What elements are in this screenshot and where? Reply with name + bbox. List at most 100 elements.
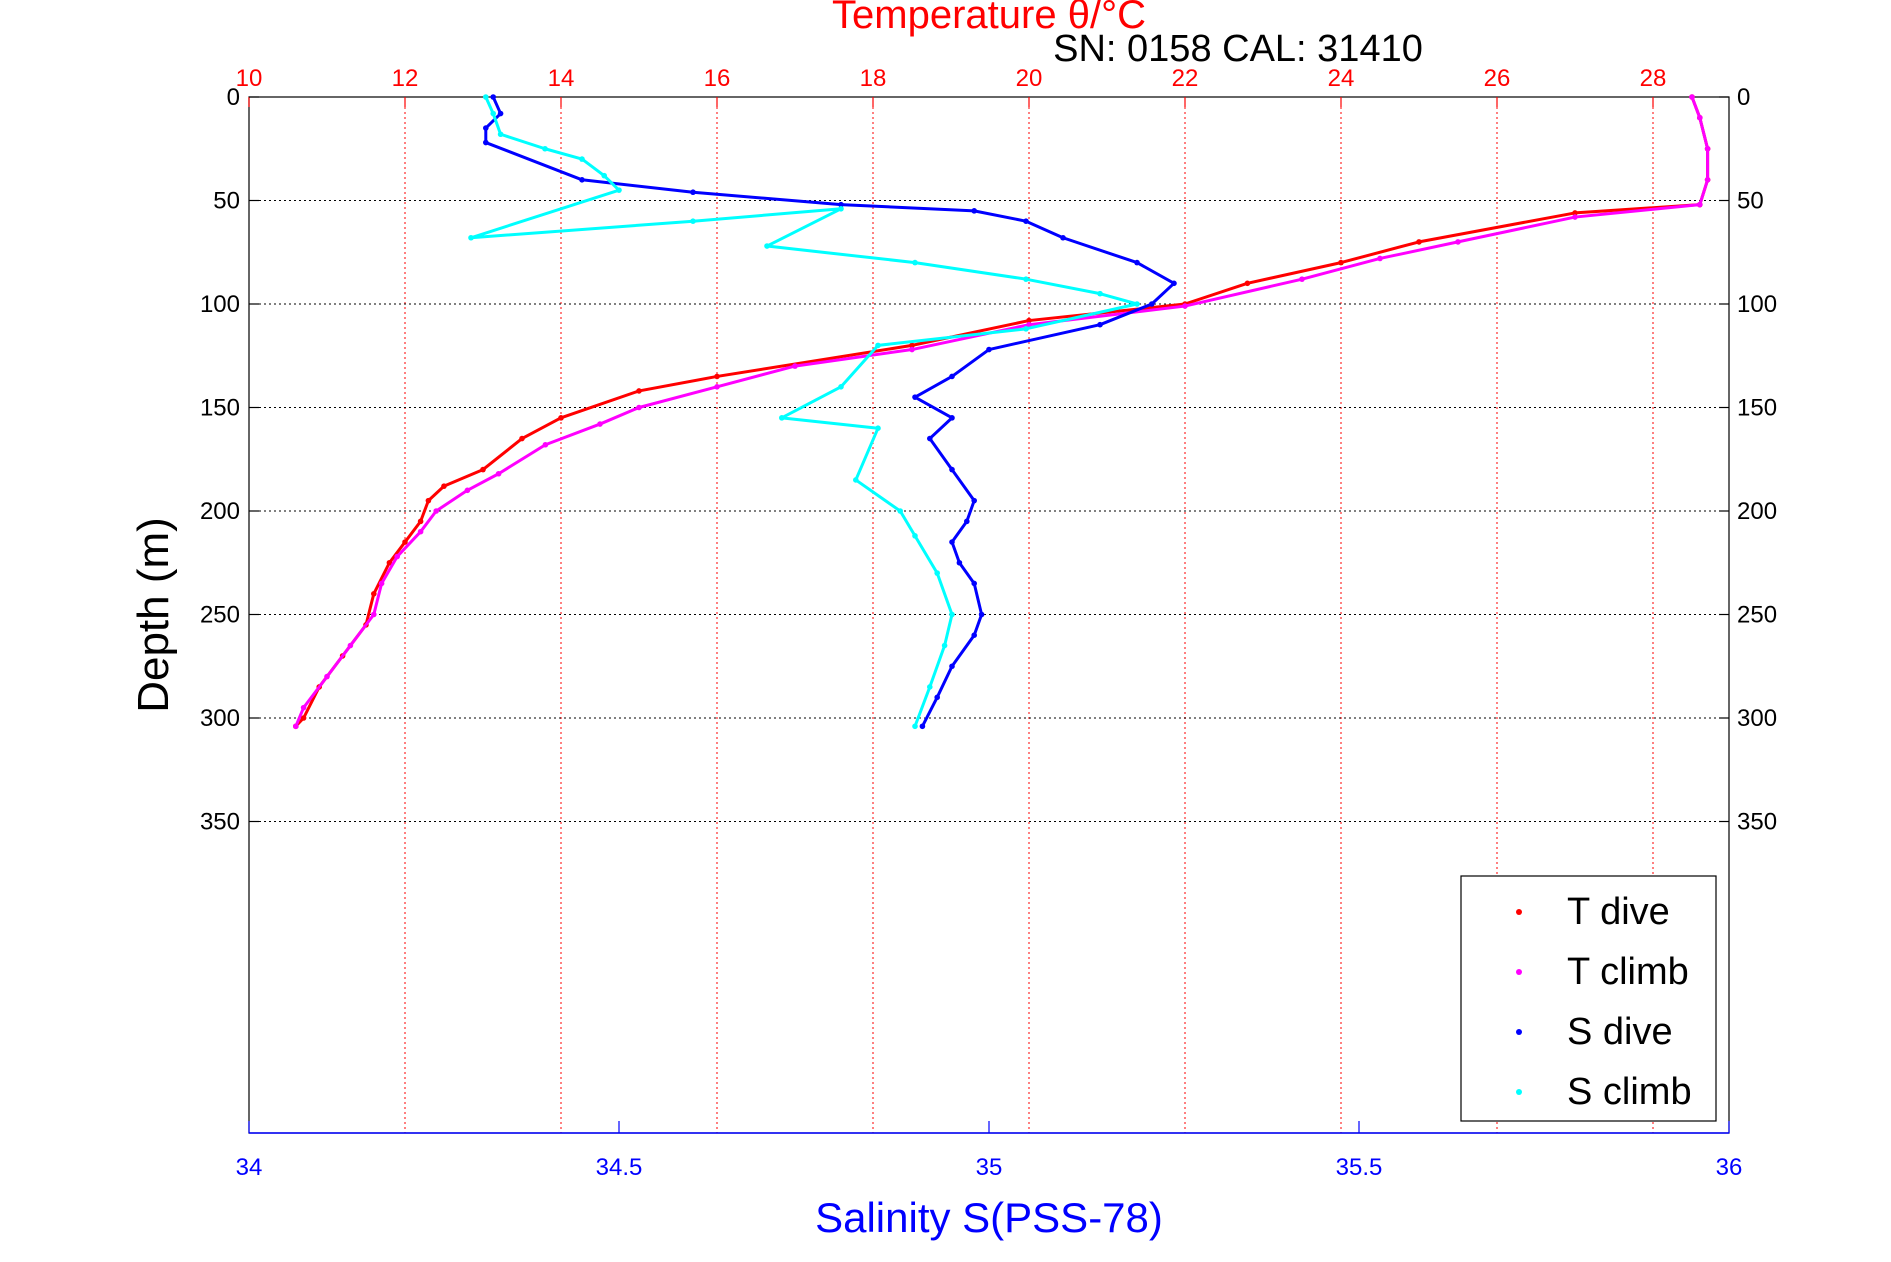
data-point bbox=[1697, 201, 1703, 208]
depth-tick-label-left: 300 bbox=[200, 705, 240, 732]
data-point bbox=[300, 704, 307, 711]
data-point bbox=[919, 723, 926, 730]
data-point bbox=[838, 384, 844, 390]
data-point bbox=[941, 642, 948, 649]
data-point bbox=[912, 533, 918, 539]
series-s-climb bbox=[468, 94, 1140, 730]
legend-label: T dive bbox=[1567, 891, 1670, 933]
data-point bbox=[1026, 321, 1032, 328]
data-point bbox=[402, 539, 408, 545]
data-point bbox=[779, 415, 785, 421]
data-point bbox=[897, 508, 903, 514]
depth-tick-label-right: 300 bbox=[1737, 705, 1777, 732]
data-point bbox=[1097, 321, 1103, 328]
data-point bbox=[441, 483, 447, 489]
data-point bbox=[714, 384, 720, 390]
data-point bbox=[347, 642, 354, 649]
sal-tick-label: 34 bbox=[236, 1154, 263, 1181]
data-point bbox=[909, 346, 915, 353]
data-point bbox=[468, 234, 474, 241]
data-point bbox=[912, 259, 918, 266]
data-point bbox=[690, 189, 696, 196]
data-point bbox=[417, 518, 424, 525]
data-point bbox=[1149, 301, 1155, 307]
grid-lines bbox=[248, 97, 1729, 1133]
data-point bbox=[956, 559, 963, 566]
sal-tick-label: 35.5 bbox=[1336, 1154, 1383, 1181]
data-point bbox=[1572, 214, 1578, 220]
data-point bbox=[838, 201, 844, 208]
temp-tick-label: 20 bbox=[1016, 65, 1043, 92]
depth-tick-label-right: 50 bbox=[1737, 188, 1764, 215]
temp-tick-label: 24 bbox=[1328, 65, 1355, 92]
data-point bbox=[949, 373, 955, 380]
series-line bbox=[294, 96, 1710, 727]
data-point bbox=[1134, 301, 1140, 307]
data-point bbox=[480, 466, 486, 473]
data-point bbox=[714, 373, 720, 380]
data-point bbox=[579, 156, 585, 162]
data-point bbox=[1704, 145, 1711, 152]
legend-label: S dive bbox=[1567, 1011, 1673, 1053]
data-point bbox=[1697, 114, 1703, 121]
legend-marker bbox=[1516, 1029, 1522, 1035]
data-point bbox=[912, 723, 918, 730]
temp-tick-label: 12 bbox=[392, 65, 419, 92]
data-point bbox=[636, 404, 642, 411]
legend-label: S climb bbox=[1567, 1071, 1692, 1113]
data-point bbox=[971, 497, 977, 504]
depth-tick-label-left: 250 bbox=[200, 602, 240, 629]
depth-tick-label-left: 150 bbox=[200, 395, 240, 422]
chart-subtitle: SN: 0158 CAL: 31410 bbox=[1053, 28, 1423, 70]
data-point bbox=[579, 177, 585, 183]
depth-tick-label-right: 250 bbox=[1737, 602, 1777, 629]
data-point bbox=[927, 684, 933, 690]
data-point bbox=[1023, 218, 1029, 224]
series-s-dive bbox=[483, 94, 1177, 730]
data-point bbox=[1416, 239, 1422, 245]
series-t-climb bbox=[293, 94, 1711, 730]
data-point bbox=[371, 611, 377, 618]
data-point bbox=[636, 388, 642, 394]
depth-tick-label-left: 350 bbox=[200, 809, 240, 836]
temp-tick-label: 14 bbox=[548, 65, 575, 92]
data-point bbox=[1171, 280, 1177, 287]
data-point bbox=[875, 425, 881, 432]
data-point bbox=[853, 477, 859, 483]
data-point bbox=[971, 580, 977, 587]
data-point bbox=[1182, 303, 1188, 309]
data-point bbox=[1023, 276, 1029, 282]
data-point bbox=[927, 435, 933, 442]
depth-tick-label-left: 50 bbox=[213, 188, 240, 215]
series-line bbox=[294, 96, 1710, 728]
legend-marker bbox=[1516, 1089, 1522, 1095]
data-point bbox=[542, 145, 548, 152]
data-point bbox=[1455, 239, 1461, 245]
data-point bbox=[1244, 280, 1251, 287]
legend-marker bbox=[1516, 909, 1522, 915]
series-line bbox=[469, 96, 1139, 727]
data-point bbox=[978, 611, 985, 618]
data-point bbox=[949, 415, 955, 421]
data-point bbox=[490, 94, 497, 100]
data-point bbox=[542, 441, 549, 448]
data-marks bbox=[293, 94, 1711, 730]
temp-tick-label: 16 bbox=[704, 65, 731, 92]
data-point bbox=[300, 715, 307, 721]
depth-tick-label-left: 100 bbox=[200, 291, 240, 318]
data-point bbox=[1023, 326, 1029, 332]
data-point bbox=[875, 342, 881, 349]
data-point bbox=[1299, 276, 1305, 282]
data-point bbox=[934, 570, 940, 576]
depth-tick-label-left: 200 bbox=[200, 498, 240, 525]
data-point bbox=[490, 110, 497, 117]
chart-title: Temperature θ/°C bbox=[832, 0, 1146, 37]
data-point bbox=[483, 139, 489, 146]
data-point bbox=[433, 508, 440, 514]
data-point bbox=[483, 125, 489, 131]
series-line bbox=[484, 96, 1176, 727]
depth-tick-label-left: 0 bbox=[227, 84, 240, 111]
depth-tick-label-right: 100 bbox=[1737, 291, 1777, 318]
data-point bbox=[1097, 290, 1103, 297]
data-point bbox=[1572, 210, 1578, 216]
